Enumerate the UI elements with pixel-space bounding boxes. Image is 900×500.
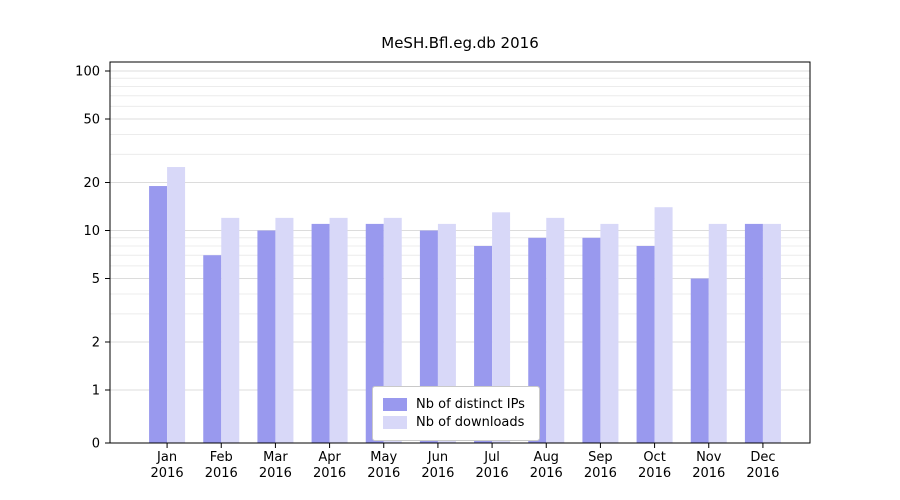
chart-legend: Nb of distinct IPs Nb of downloads <box>372 386 540 441</box>
y-tick-label: 5 <box>92 272 100 287</box>
x-tick-label-year: 2016 <box>476 466 509 481</box>
x-tick-label-month: Dec <box>750 450 775 465</box>
x-tick-label-month: Sep <box>588 450 613 465</box>
x-tick-label-year: 2016 <box>259 466 292 481</box>
x-tick-label-year: 2016 <box>638 466 671 481</box>
x-tick-label-year: 2016 <box>313 466 346 481</box>
legend-label-0: Nb of distinct IPs <box>416 397 525 412</box>
legend-swatch-0 <box>383 398 407 411</box>
x-tick-label-year: 2016 <box>205 466 238 481</box>
legend-label-1: Nb of downloads <box>416 415 525 430</box>
x-tick-label-month: May <box>370 450 397 465</box>
x-tick-label-month: Jan <box>156 450 177 465</box>
x-tick-label-year: 2016 <box>746 466 779 481</box>
x-tick-label-month: Jul <box>483 450 500 465</box>
bar-downloads-jan <box>167 167 186 443</box>
y-tick-label: 1 <box>92 384 100 399</box>
x-tick-label-year: 2016 <box>367 466 400 481</box>
bar-downloads-feb <box>221 217 240 443</box>
bar-distinct-ips-jan <box>149 186 168 443</box>
bar-distinct-ips-dec <box>744 223 763 443</box>
bar-downloads-oct <box>654 207 673 443</box>
legend-item-distinct-ips: Nb of distinct IPs <box>383 397 525 412</box>
y-tick-label: 100 <box>75 65 100 80</box>
bar-distinct-ips-apr <box>311 223 330 443</box>
bar-distinct-ips-nov <box>690 278 709 443</box>
bar-downloads-mar <box>275 217 294 443</box>
x-tick-label-year: 2016 <box>151 466 184 481</box>
x-tick-label-month: Feb <box>210 450 233 465</box>
x-tick-label-month: Oct <box>643 450 665 465</box>
y-tick-label: 50 <box>83 113 100 128</box>
y-tick-label: 10 <box>83 224 100 239</box>
y-tick-label: 20 <box>83 176 100 191</box>
legend-swatch-1 <box>383 416 407 429</box>
x-tick-label-year: 2016 <box>421 466 454 481</box>
bar-downloads-apr <box>329 217 348 443</box>
bar-distinct-ips-oct <box>636 245 655 443</box>
bar-distinct-ips-feb <box>203 255 222 443</box>
x-tick-label-month: Apr <box>318 450 341 465</box>
x-tick-label-year: 2016 <box>584 466 617 481</box>
bar-downloads-nov <box>708 223 727 443</box>
bar-downloads-sep <box>600 223 619 443</box>
bar-downloads-jul <box>492 212 511 443</box>
chart-title: MeSH.Bfl.eg.db 2016 <box>381 34 539 52</box>
legend-item-downloads: Nb of downloads <box>383 415 525 430</box>
x-tick-label-month: Jun <box>427 450 448 465</box>
x-tick-label-month: Mar <box>263 450 288 465</box>
y-tick-label: 0 <box>92 437 100 452</box>
x-tick-label-month: Nov <box>696 450 722 465</box>
x-tick-label-year: 2016 <box>530 466 563 481</box>
bar-distinct-ips-mar <box>257 230 276 443</box>
bar-downloads-aug <box>546 217 565 443</box>
x-tick-label-month: Aug <box>534 450 559 465</box>
bar-distinct-ips-sep <box>582 237 601 443</box>
plot-frame <box>109 61 811 444</box>
y-tick-label: 2 <box>92 335 100 350</box>
x-tick-label-year: 2016 <box>692 466 725 481</box>
bar-downloads-dec <box>762 223 781 443</box>
